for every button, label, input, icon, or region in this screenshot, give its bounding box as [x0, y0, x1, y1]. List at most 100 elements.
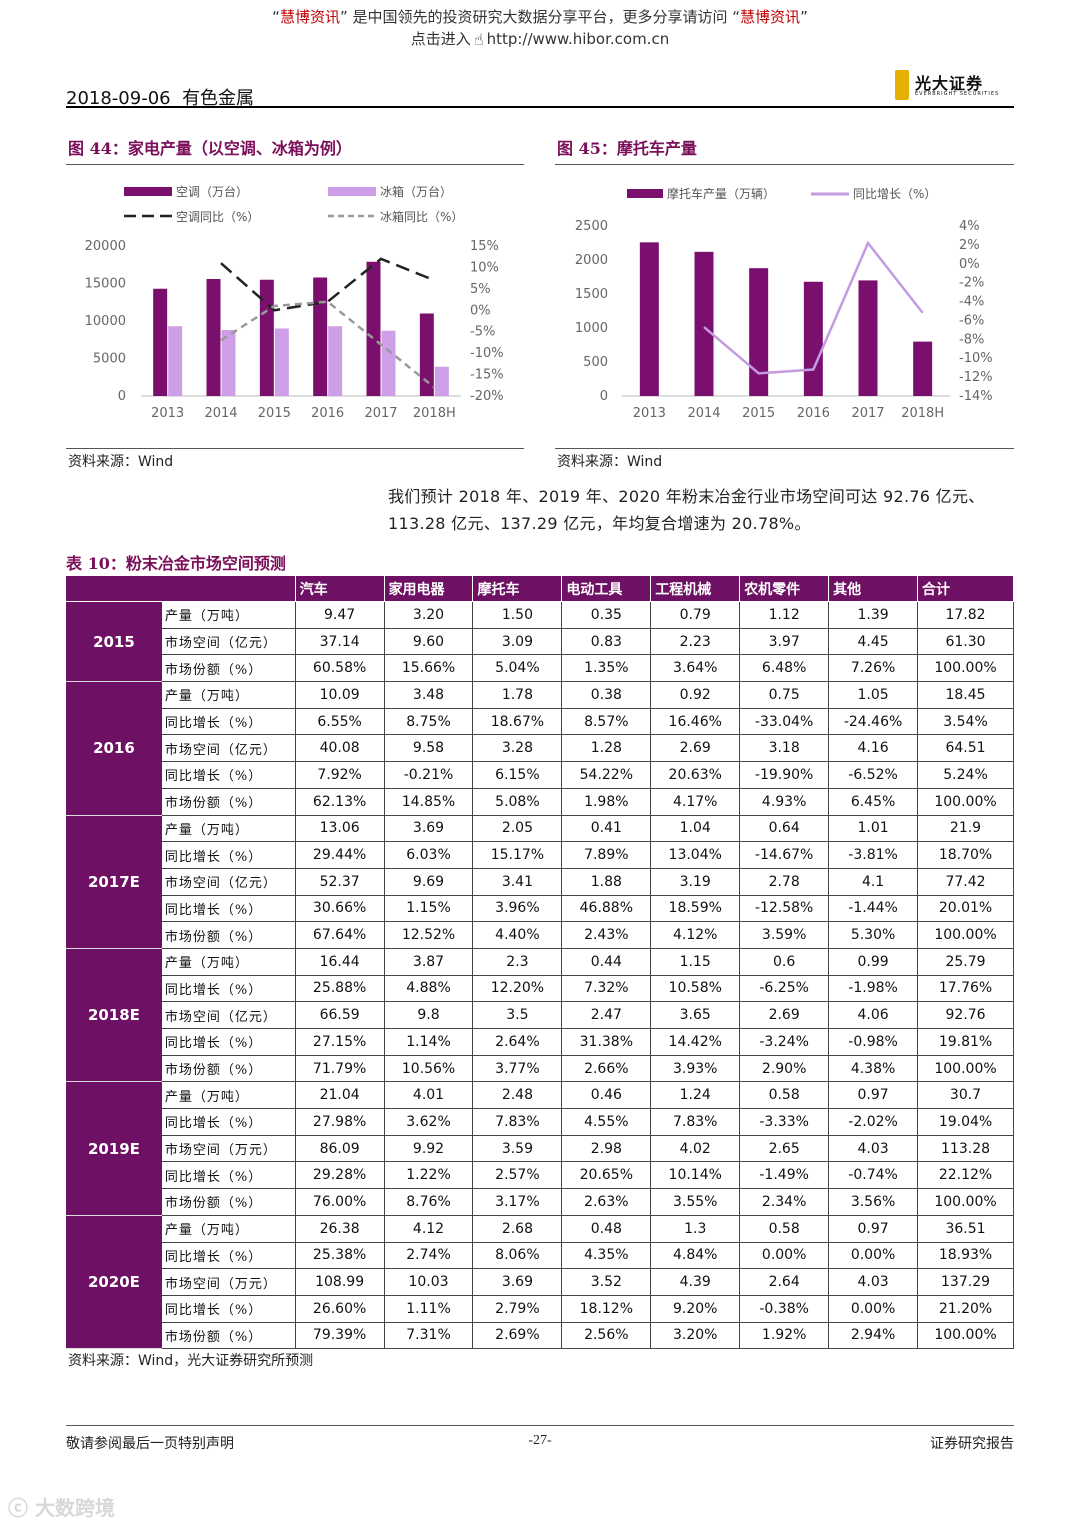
f44-bar-s0-5: [419, 313, 434, 396]
table-cell: 10.58%: [650, 974, 741, 1003]
table-row: 市场空间（亿元） 37.14 9.60 3.09 0.83 2.23 3.97 4.45 61.…: [67, 627, 1014, 656]
f45-yright-tick: 4%: [959, 219, 980, 234]
table-cell: -6.25%: [739, 974, 830, 1003]
table-cell: 2.64: [739, 1268, 830, 1296]
table-cell: -33.04%: [739, 707, 830, 736]
table-cell: 113.28: [917, 1134, 1014, 1163]
table-cell: 7.92%: [294, 761, 385, 789]
table-cell: 4.93%: [739, 787, 830, 816]
table-cell: -3.24%: [739, 1028, 830, 1056]
table-cell: 1.15%: [383, 894, 474, 923]
table-cell: 1.50: [472, 601, 563, 629]
f45-yleft-tick: 1500: [575, 287, 608, 302]
row-label: 市场空间（亿元）: [160, 734, 296, 763]
table-cell: 100.00%: [917, 1321, 1014, 1350]
banner-brand-2[interactable]: 慧博资讯: [740, 8, 801, 26]
table-cell: 1.24: [650, 1081, 741, 1110]
table-cell: 0.58: [739, 1214, 830, 1243]
f44-yright-tick: 15%: [470, 239, 499, 254]
table-cell: 4.55%: [561, 1108, 652, 1136]
table-cell: 0.97: [828, 1081, 919, 1110]
table-cell: 100.00%: [917, 787, 1014, 816]
row-label: 市场空间（亿元）: [160, 1001, 296, 1029]
row-label: 市场空间（亿元）: [160, 627, 296, 656]
table-cell: 9.60: [383, 627, 474, 656]
table-cell: 86.09: [294, 1134, 385, 1163]
table-cell: 3.56%: [828, 1188, 919, 1216]
f45-xtick: 2018H: [901, 406, 944, 421]
banner-quote-end: ”: [800, 8, 808, 26]
row-label: 市场份额（%）: [160, 654, 296, 683]
table-cell: 12.20%: [472, 974, 563, 1003]
table-cell: 1.22%: [383, 1161, 474, 1190]
row-label: 同比增长（%）: [160, 974, 296, 1003]
table-row: 同比增长（%） 27.15% 1.14% 2.64% 31.38% 14.42% -3.24…: [67, 1028, 1014, 1056]
f45-line-0: [703, 240, 924, 375]
f44-bar-s1-1: [221, 330, 236, 396]
f44-yleft-tick: 10000: [85, 314, 126, 329]
row-label: 同比增长（%）: [160, 894, 296, 923]
f45-yright-tick: -2%: [959, 276, 984, 291]
fig44-legend-ac: 空调（万台）: [176, 184, 248, 199]
table-cell: -2.02%: [828, 1108, 919, 1136]
table-cell: 29.44%: [294, 841, 385, 869]
table-cell: -0.74%: [828, 1161, 919, 1190]
table-row: 2016 产量（万吨） 10.09 3.48 1.78 0.38 0.92 0.75 1.05 1…: [66, 681, 1014, 816]
top-banner: “慧博资讯” 是中国领先的投资研究大数据分享平台，更多分享请访问 “慧博资讯” …: [0, 6, 1080, 51]
table-cell: 13.06: [294, 814, 385, 843]
table-cell: 7.89%: [561, 841, 652, 869]
row-label: 市场份额（%）: [160, 1054, 296, 1083]
table-cell: 2.68: [472, 1214, 563, 1243]
f45-yright-tick: 0%: [959, 257, 980, 272]
table-cell: 6.45%: [828, 787, 919, 816]
f45-bar-s0-2: [749, 268, 769, 396]
table-cell: 9.92: [383, 1134, 474, 1163]
footer-disclaimer: 敬请参阅最后一页特别声明: [66, 1436, 234, 1452]
table-cell: 4.12%: [650, 921, 741, 949]
f44-xtick: 2013: [151, 406, 184, 421]
table-cell: 6.15%: [472, 761, 563, 789]
table-cell: -6.52%: [828, 761, 919, 789]
table-cell: 29.28%: [294, 1161, 385, 1190]
table-cell: 0.35: [561, 601, 652, 629]
f44-xtick: 2018H: [413, 406, 456, 421]
table-cell: 10.03: [383, 1268, 474, 1296]
table-cell: 108.99: [294, 1268, 385, 1296]
table-cell: 0.46: [561, 1081, 652, 1110]
table-cell: 2.90%: [739, 1054, 830, 1083]
row-label: 市场空间（万元）: [160, 1134, 296, 1163]
banner-brand[interactable]: 慧博资讯: [279, 8, 340, 26]
row-label: 产量（万吨）: [160, 681, 296, 709]
table-cell: 26.38: [294, 1214, 385, 1243]
row-label: 同比增长（%）: [160, 707, 296, 736]
table-cell: 22.12%: [917, 1161, 1014, 1190]
f45-xtick: 2015: [742, 406, 775, 421]
table-row: 同比增长（%） 25.38% 2.74% 8.06% 4.35% 4.84% 0.00% 0.…: [67, 1241, 1014, 1270]
f44-xtick: 2015: [258, 406, 291, 421]
table-cell: 1.92%: [739, 1321, 830, 1350]
table-cell: 31.38%: [561, 1028, 652, 1056]
table-cell: 4.16: [828, 734, 919, 763]
table-cell: 19.81%: [917, 1028, 1014, 1056]
row-label: 同比增长（%）: [160, 1028, 296, 1056]
table-row: 2015 产量（万吨） 9.47 3.20 1.50 0.35 0.79 1.12 1.39 17…: [66, 600, 1014, 683]
table-cell: 6.03%: [383, 841, 474, 869]
table-cell: 4.03: [828, 1268, 919, 1296]
table-cell: 4.03: [828, 1134, 919, 1163]
table-cell: 30.7: [917, 1081, 1014, 1110]
col-header-2: 摩托车: [472, 575, 563, 602]
table-cell: 1.01: [828, 814, 919, 843]
table-cell: 4.35%: [561, 1241, 652, 1270]
table-cell: 2.74%: [383, 1241, 474, 1270]
table-cell: 2.47: [561, 1001, 652, 1029]
table-cell: 15.17%: [472, 841, 563, 869]
table-header-corner: [66, 575, 296, 602]
table-cell: 37.14: [294, 627, 385, 656]
table-row: 2020E 产量（万吨） 26.38 4.12 2.68 0.48 1.3 0.58 0.97 3…: [66, 1214, 1014, 1350]
table-cell: 4.12: [383, 1214, 474, 1243]
table-cell: 25.88%: [294, 974, 385, 1003]
f45-xtick: 2017: [851, 406, 884, 421]
row-label: 产量（万吨）: [160, 1081, 296, 1110]
row-label: 产量（万吨）: [160, 1214, 296, 1243]
banner-url-link[interactable]: http://www.hibor.com.cn: [486, 30, 670, 48]
